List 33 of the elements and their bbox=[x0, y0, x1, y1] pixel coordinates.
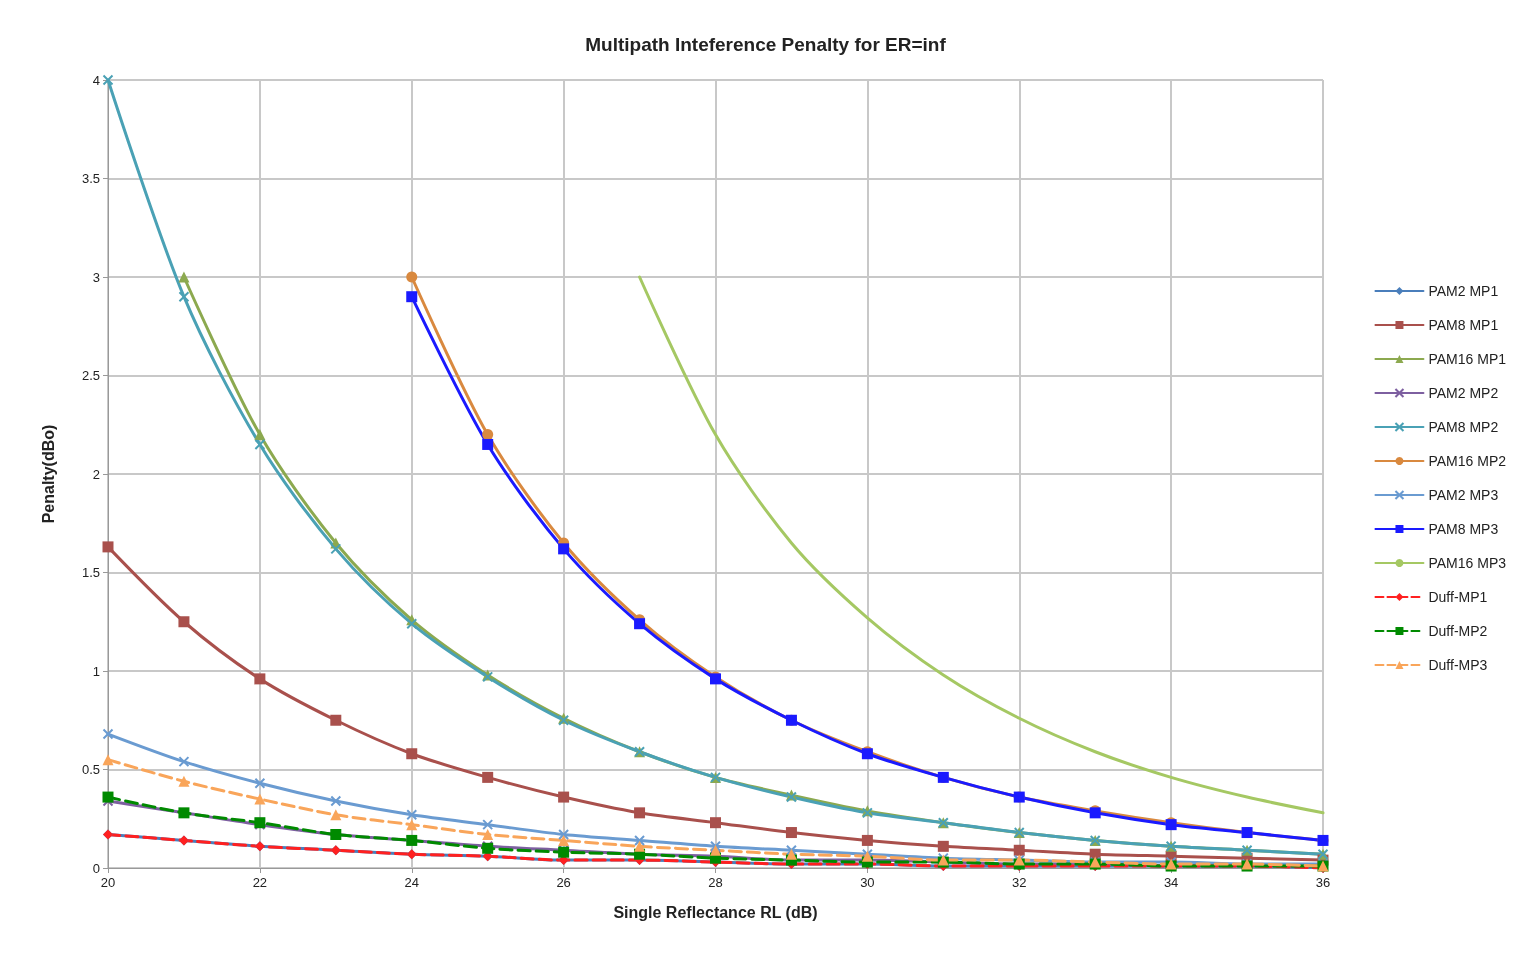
legend-label: PAM2 MP2 bbox=[1428, 385, 1499, 401]
y-tick-label: 1.5 bbox=[81, 565, 100, 580]
y-tick-label: 0 bbox=[92, 860, 100, 876]
x-tick-label: 26 bbox=[556, 875, 571, 890]
x-tick-label: 32 bbox=[1012, 875, 1027, 890]
y-tick-label: 3.5 bbox=[81, 171, 100, 186]
x-tick-label: 24 bbox=[404, 875, 419, 890]
x-tick-label: 20 bbox=[100, 875, 116, 890]
legend-label: Duff-MP3 bbox=[1428, 657, 1488, 673]
x-axis-title: Single Reflectance RL (dB) bbox=[613, 903, 818, 921]
legend-label: PAM16 MP2 bbox=[1428, 453, 1507, 469]
legend-label: PAM8 MP2 bbox=[1428, 419, 1499, 435]
x-tick-label: 28 bbox=[708, 875, 723, 890]
x-tick-label: 34 bbox=[1163, 875, 1179, 890]
y-tick-label: 2.5 bbox=[81, 368, 100, 383]
chart-title: Multipath Inteference Penalty for ER=inf bbox=[585, 34, 947, 55]
legend-label: PAM8 MP3 bbox=[1428, 521, 1499, 537]
y-tick-label: 3 bbox=[92, 269, 100, 285]
y-axis-title: Penalty(dBo) bbox=[39, 424, 57, 524]
y-tick-label: 4 bbox=[92, 72, 100, 88]
x-tick-label: 22 bbox=[252, 875, 268, 890]
x-tick-label: 30 bbox=[860, 875, 875, 890]
legend-label: PAM2 MP3 bbox=[1428, 487, 1499, 503]
legend-label: Duff-MP1 bbox=[1428, 589, 1488, 605]
y-tick-label: 0.5 bbox=[81, 762, 100, 777]
legend-label: PAM2 MP1 bbox=[1428, 283, 1499, 299]
legend-label: PAM16 MP1 bbox=[1428, 351, 1507, 367]
x-tick-label: 36 bbox=[1315, 875, 1331, 890]
legend-label: PAM16 MP3 bbox=[1428, 555, 1507, 571]
legend-label: Duff-MP2 bbox=[1428, 623, 1488, 639]
y-tick-label: 2 bbox=[92, 466, 100, 482]
y-tick-label: 1 bbox=[92, 663, 100, 679]
legend-label: PAM8 MP1 bbox=[1428, 317, 1499, 333]
